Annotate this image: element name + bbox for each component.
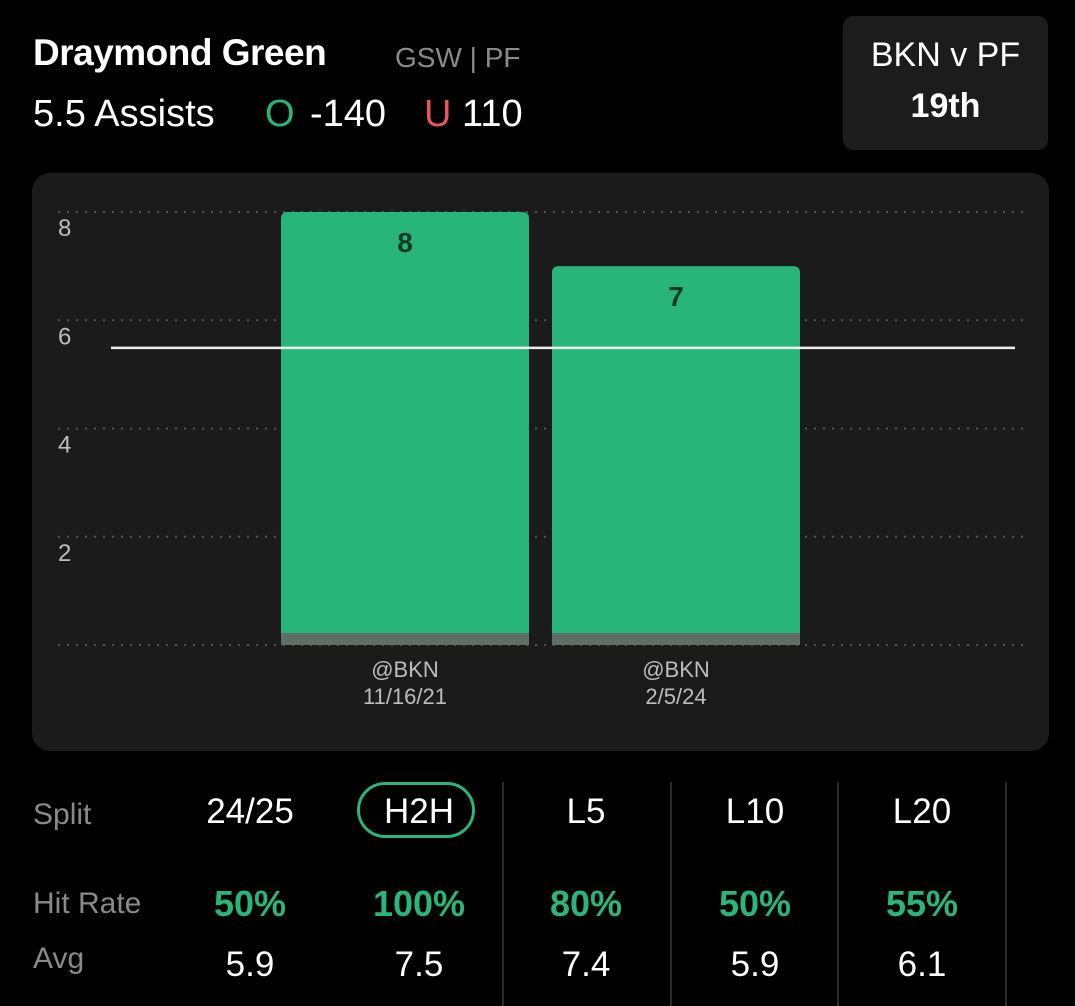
under-odds[interactable]: 110	[462, 93, 523, 135]
split-label: L5	[566, 792, 606, 831]
split-column-l5[interactable]: L5 80% 7.4	[502, 770, 670, 1006]
row-label-split: Split	[33, 798, 92, 831]
y-tick-label: 2	[58, 540, 71, 567]
split-label: H2H	[383, 792, 455, 831]
matchup-title: BKN v PF	[870, 36, 1021, 74]
x-tick-date: 2/5/24	[645, 684, 706, 709]
stats-table: Split Hit Rate Avg 24/25 50% 5.9 H2H 100…	[0, 770, 1075, 1006]
row-label-avg: Avg	[33, 942, 85, 975]
avg-value: 5.9	[225, 945, 275, 984]
under-label[interactable]: U	[424, 93, 452, 135]
avg-value: 7.5	[394, 945, 444, 984]
matchup-rank: 19th	[910, 87, 981, 125]
y-tick-label: 8	[58, 215, 71, 242]
chart-card: 2 4 6 8 8 @BKN 11/16/21 7 @BKN 2/5/24	[32, 173, 1049, 751]
hit-rate-value: 55%	[885, 883, 959, 924]
avg-value: 7.4	[561, 945, 611, 984]
bar	[552, 266, 800, 645]
split-label: 24/25	[206, 792, 294, 831]
matchup-box[interactable]: BKN v PF 19th	[843, 16, 1048, 150]
player-name: Draymond Green	[33, 32, 327, 73]
prop-line: 5.5 Assists	[33, 93, 215, 135]
bar-value-label: 7	[668, 281, 684, 312]
avg-value: 6.1	[897, 945, 947, 984]
over-odds[interactable]: -140	[310, 93, 387, 135]
column-divider	[502, 782, 504, 1006]
bar-value-label: 8	[397, 227, 413, 258]
x-tick-date: 11/16/21	[363, 684, 447, 709]
x-tick-opponent: @BKN	[642, 657, 710, 682]
bar	[281, 212, 529, 645]
over-label[interactable]: O	[265, 93, 295, 135]
split-label: L10	[725, 792, 785, 831]
avg-value: 5.9	[730, 945, 780, 984]
bar-base	[552, 633, 800, 645]
team-position: GSW | PF	[395, 42, 521, 73]
x-tick-opponent: @BKN	[371, 657, 439, 682]
column-divider	[837, 782, 839, 1006]
column-divider	[670, 782, 672, 1006]
y-tick-label: 6	[58, 323, 71, 350]
split-column-h2h[interactable]: H2H 100% 7.5	[335, 770, 503, 1006]
split-column-l10[interactable]: L10 50% 5.9	[671, 770, 839, 1006]
split-column-24-25[interactable]: 24/25 50% 5.9	[166, 770, 334, 1006]
hit-rate-value: 100%	[372, 883, 466, 924]
column-divider	[1005, 782, 1007, 1006]
row-label-hit-rate: Hit Rate	[33, 887, 142, 920]
selected-split-pill	[357, 782, 475, 838]
split-column-l20[interactable]: L20 55% 6.1	[838, 770, 1006, 1006]
split-label: L20	[892, 792, 952, 831]
hit-rate-value: 50%	[718, 883, 792, 924]
bar-base	[281, 633, 529, 645]
y-tick-label: 4	[58, 432, 71, 459]
hit-rate-value: 50%	[213, 883, 287, 924]
hit-rate-value: 80%	[549, 883, 623, 924]
